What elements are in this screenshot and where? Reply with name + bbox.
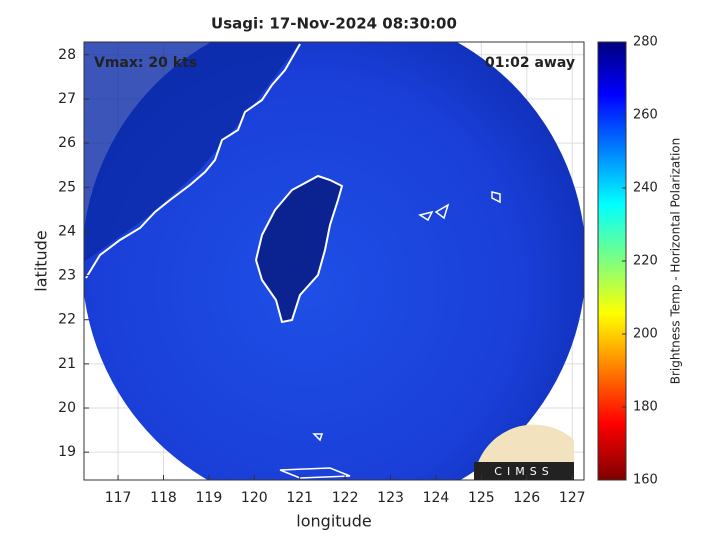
chart-title: Usagi: 17-Nov-2024 08:30:00 [211,15,457,33]
land-mainland [84,42,300,262]
x-tick-label: 119 [196,490,223,506]
logo-text: CIMSS [494,465,553,478]
y-tick-label: 28 [58,47,76,63]
logo-band [474,462,574,480]
x-tick-label: 118 [150,490,177,506]
x-tick-label: 117 [105,490,132,506]
y-tick-label: 23 [58,268,76,284]
islands [279,191,501,479]
colorbar-tick-label: 160 [633,473,658,488]
y-tick-label: 22 [58,312,76,328]
annotation: Vmax: 20 kts [94,55,197,71]
y-tick-label: 26 [58,135,76,151]
x-tick-label: 122 [332,490,359,506]
x-tick-label: 123 [377,490,404,506]
colorbar-tick-label: 220 [633,254,658,269]
colorbar-label: Brightness Temp - Horizontal Polarizatio… [669,138,683,385]
y-tick-label: 21 [58,356,76,372]
colorbar-tick-label: 200 [633,327,658,342]
colorbar-tick-label: 240 [633,181,658,196]
colorbar-tick-label: 280 [633,35,658,50]
y-tick-label: 20 [58,400,76,416]
x-tick-label: 120 [241,490,268,506]
logo: CIMSS [474,424,574,480]
colorbar-tick-label: 260 [633,108,658,123]
y-tick-label: 24 [58,223,76,239]
y-axis-label: latitude [32,230,51,291]
annotation: 01:02 away [485,55,575,71]
colorbar-tick-label: 180 [633,400,658,415]
x-axis-label: longitude [296,512,371,531]
x-tick-label: 121 [286,490,313,506]
x-tick-label: 124 [423,490,450,506]
x-tick-label: 125 [468,490,495,506]
plot-frame [83,41,585,481]
taiwan [254,174,344,324]
satellite-swath [84,42,584,480]
colorbar [597,41,627,481]
y-tick-label: 27 [58,91,76,107]
y-tick-label: 19 [58,444,76,460]
coastline-china [85,43,301,279]
y-tick-label: 25 [58,179,76,195]
x-tick-label: 126 [513,490,540,506]
x-tick-label: 127 [559,490,586,506]
